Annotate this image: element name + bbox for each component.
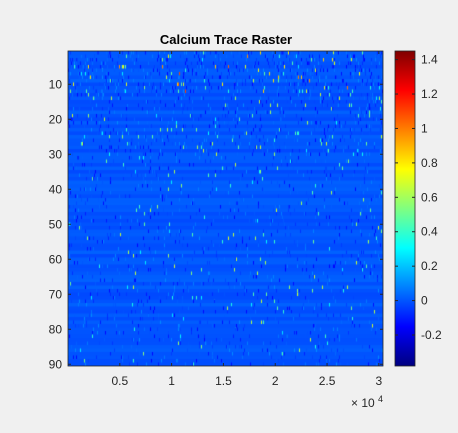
colorbar: -0.2 0 0.2 0.4 0.6 0.8 1 1.2 1.4 <box>394 50 442 367</box>
chart-title: Calcium Trace Raster <box>160 32 292 47</box>
x-axis: 0.5 1 1.5 2 2.5 3 <box>111 51 383 388</box>
colorbar-tick-label: 1 <box>421 121 428 135</box>
y-axis: 10 20 30 40 50 60 70 80 90 <box>49 77 383 371</box>
y-tick-label: 70 <box>49 287 63 301</box>
colorbar-tick-label: 0.4 <box>421 225 438 239</box>
colorbar-tick-label: 0 <box>421 294 428 308</box>
x-tick-label: 2.5 <box>319 374 336 388</box>
y-tick-label: 10 <box>49 77 63 91</box>
y-tick-label: 60 <box>49 252 63 266</box>
x-exponent-base: × 10 <box>351 396 375 410</box>
y-tick-label: 50 <box>49 217 63 231</box>
colorbar-tick-label: 0.6 <box>421 190 438 204</box>
colorbar-tick-label: -0.2 <box>421 328 442 342</box>
x-tick-label: 3 <box>376 374 383 388</box>
colorbar-tick-label: 0.2 <box>421 259 438 273</box>
x-tick-label: 1 <box>168 374 175 388</box>
colorbar-strip <box>394 50 416 367</box>
x-tick-label: 0.5 <box>111 374 128 388</box>
colorbar-tick-label: 0.8 <box>421 156 438 170</box>
colorbar-tick-label: 1.2 <box>421 87 438 101</box>
x-exponent-label: × 10 4 <box>351 394 383 410</box>
x-exponent-power: 4 <box>378 394 383 404</box>
heatmap-plot-area <box>67 50 384 367</box>
y-tick-label: 80 <box>49 322 63 336</box>
y-tick-label: 90 <box>49 357 63 371</box>
heatmap-image <box>68 51 383 366</box>
plot-frame <box>67 50 384 367</box>
colorbar-tick-label: 1.4 <box>421 53 438 67</box>
y-tick-label: 20 <box>49 112 63 126</box>
y-tick-label: 40 <box>49 182 63 196</box>
x-tick-label: 1.5 <box>215 374 232 388</box>
y-tick-label: 30 <box>49 147 63 161</box>
x-tick-label: 2 <box>272 374 279 388</box>
